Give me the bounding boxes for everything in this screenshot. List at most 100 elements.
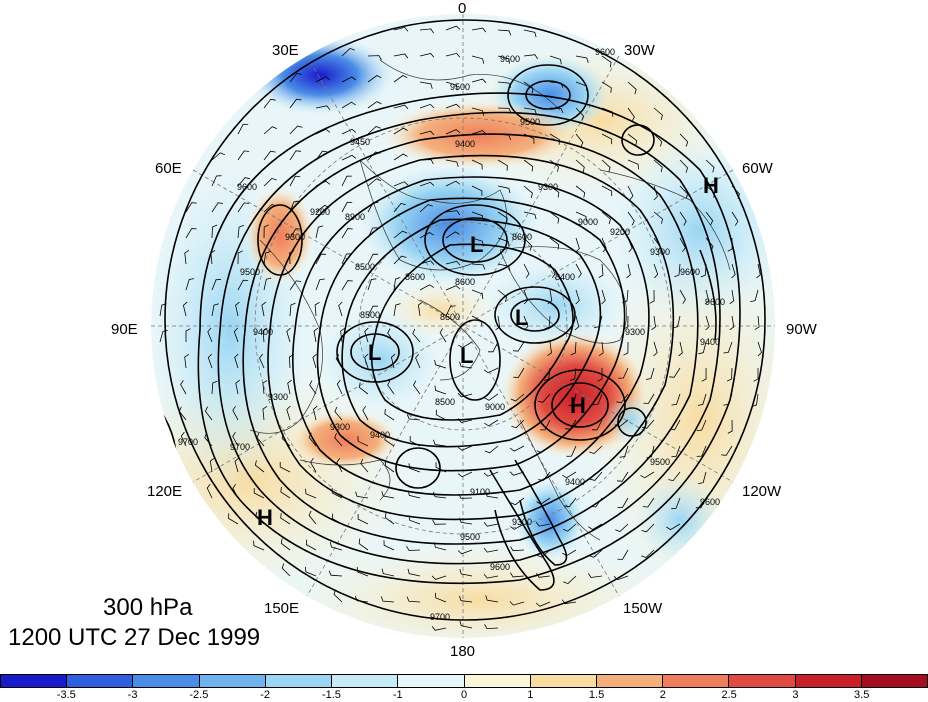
colorbar-segment [199, 675, 266, 687]
wind-barb [549, 185, 560, 198]
wind-barb [384, 460, 395, 473]
wind-barb [523, 185, 533, 199]
wind-barb [445, 260, 461, 266]
wind-barb [259, 353, 265, 369]
wind-barb [384, 512, 395, 525]
wind-barb [697, 393, 707, 406]
wind-barb [536, 497, 551, 505]
wind-barb [649, 289, 655, 304]
wind-barb [705, 211, 714, 226]
high-pressure-label: H [703, 173, 719, 198]
wind-barb [698, 341, 707, 355]
wind-barb [695, 497, 707, 509]
wind-barb [393, 303, 401, 317]
wind-barb [280, 513, 291, 525]
wind-barb [185, 328, 191, 342]
wind-barb [616, 393, 629, 404]
wind-barb [393, 255, 407, 265]
wind-barb [640, 471, 655, 479]
wind-barb [387, 380, 395, 395]
wind-barb [262, 380, 268, 395]
wind-barb [537, 393, 551, 403]
wind-barb [523, 289, 529, 305]
wind-barb [445, 52, 461, 58]
wind-barb [262, 328, 268, 343]
wind-barb [185, 202, 197, 213]
wind-barb [211, 175, 222, 187]
wind-barb [211, 202, 224, 213]
wind-barb [564, 419, 577, 430]
colorbar-segment [663, 675, 730, 687]
contour-label: 9300 [625, 327, 645, 337]
wind-barb [211, 152, 226, 161]
wind-barb [445, 180, 461, 187]
wind-barb [407, 490, 421, 499]
lon-label-120e: 120E [147, 483, 183, 500]
wind-barb [261, 301, 267, 317]
wind-barb [315, 225, 324, 239]
wind-barb [536, 445, 551, 454]
wind-barb [613, 575, 629, 581]
wind-barb [419, 181, 435, 187]
wind-barb [646, 445, 655, 459]
contour-label: 9400 [370, 430, 390, 440]
wind-barb [280, 538, 291, 551]
wind-barb [731, 211, 739, 226]
wind-barb [509, 601, 525, 606]
wind-barb [255, 511, 265, 525]
wind-barb [643, 393, 655, 404]
wind-barb [312, 353, 317, 369]
wind-barb [696, 419, 707, 431]
wind-barb [237, 224, 244, 239]
wind-barb [523, 81, 534, 94]
wind-barb [286, 327, 291, 343]
level-title: 300 hPa [103, 594, 193, 621]
wind-barb [484, 445, 499, 454]
contour-label: 9600 [700, 497, 720, 507]
wind-barb [458, 341, 473, 349]
wind-barb [237, 123, 249, 135]
wind-barb [211, 224, 218, 239]
wind-barb [263, 224, 269, 239]
wind-barb [209, 457, 215, 473]
wind-barb [544, 315, 551, 330]
wind-barb [497, 55, 511, 64]
wind-barb [289, 280, 302, 291]
wind-barb [233, 327, 239, 343]
wind-barb [511, 419, 525, 429]
wind-barb [380, 596, 395, 603]
wind-barb [432, 519, 447, 525]
wind-barb [483, 522, 499, 527]
wind-barb [509, 471, 525, 476]
wind-barb [641, 523, 655, 533]
wind-barb [305, 566, 317, 577]
wind-barb [364, 327, 369, 343]
wind-barb [341, 175, 352, 187]
contour-label: 9700 [230, 442, 250, 452]
wind-barb [601, 81, 612, 93]
wind-barb [623, 341, 629, 356]
wind-barb [289, 250, 295, 265]
wind-barb [653, 159, 663, 173]
wind-barb [623, 315, 629, 330]
wind-barb [627, 185, 634, 201]
wind-barb [598, 263, 604, 278]
wind-barb [641, 419, 655, 429]
wind-barb [535, 601, 551, 607]
wind-barb [340, 327, 346, 343]
wind-barb [651, 315, 656, 331]
wind-barb [575, 211, 587, 222]
wind-barb [206, 483, 213, 499]
wind-barb [419, 159, 434, 165]
wind-barb [642, 497, 655, 508]
wind-barb [641, 549, 655, 558]
wind-barb [334, 432, 343, 447]
low-pressure-label: L [470, 232, 483, 257]
contour-label: 9500 [240, 267, 260, 277]
wind-barb [627, 133, 638, 146]
wind-barb [413, 380, 421, 395]
wind-barb [419, 204, 433, 213]
wind-barb [618, 367, 629, 379]
wind-barb [387, 328, 395, 343]
wind-barb [497, 185, 511, 194]
